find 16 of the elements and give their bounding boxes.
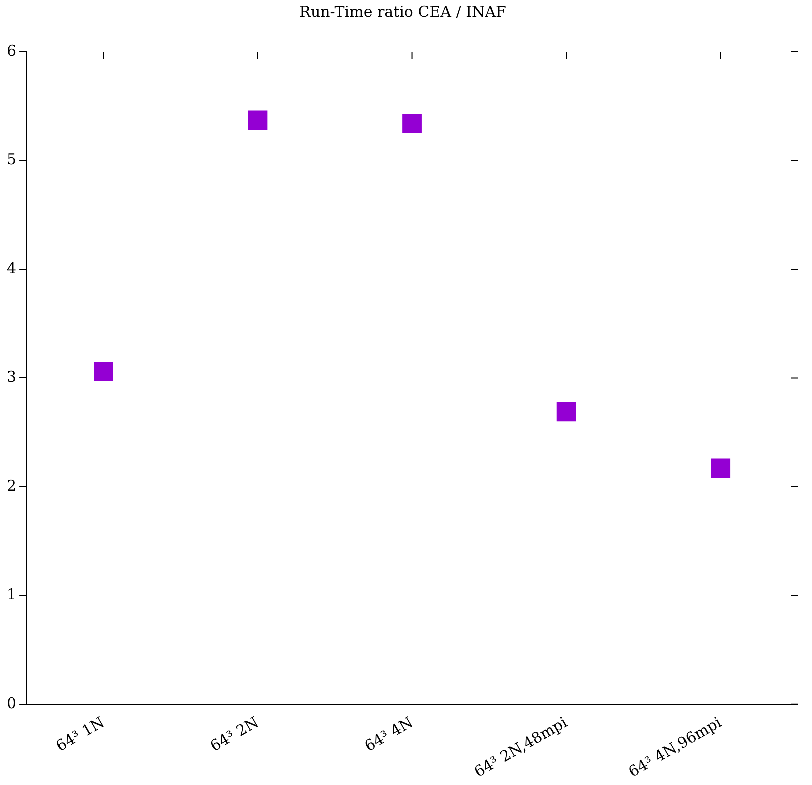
point [402,114,422,134]
y-tick-label: 6 [6,42,17,60]
y-tick-label: 5 [6,150,17,169]
x-tick-label: 64³ 2N [207,713,262,756]
point [94,362,114,382]
x-tick-label: 64³ 1N [53,713,108,756]
y-tick-label: 2 [6,476,17,495]
chart-title: Run-Time ratio CEA / INAF [300,2,506,21]
point [248,110,268,130]
y-tick-label: 3 [6,368,17,386]
point [711,458,731,478]
y-tick-label: 0 [6,694,17,712]
y-tick-label: 1 [6,586,17,604]
x-tick-label: 64³ 4N [362,713,416,756]
y-tick-label: 4 [6,259,17,278]
point [556,402,576,422]
